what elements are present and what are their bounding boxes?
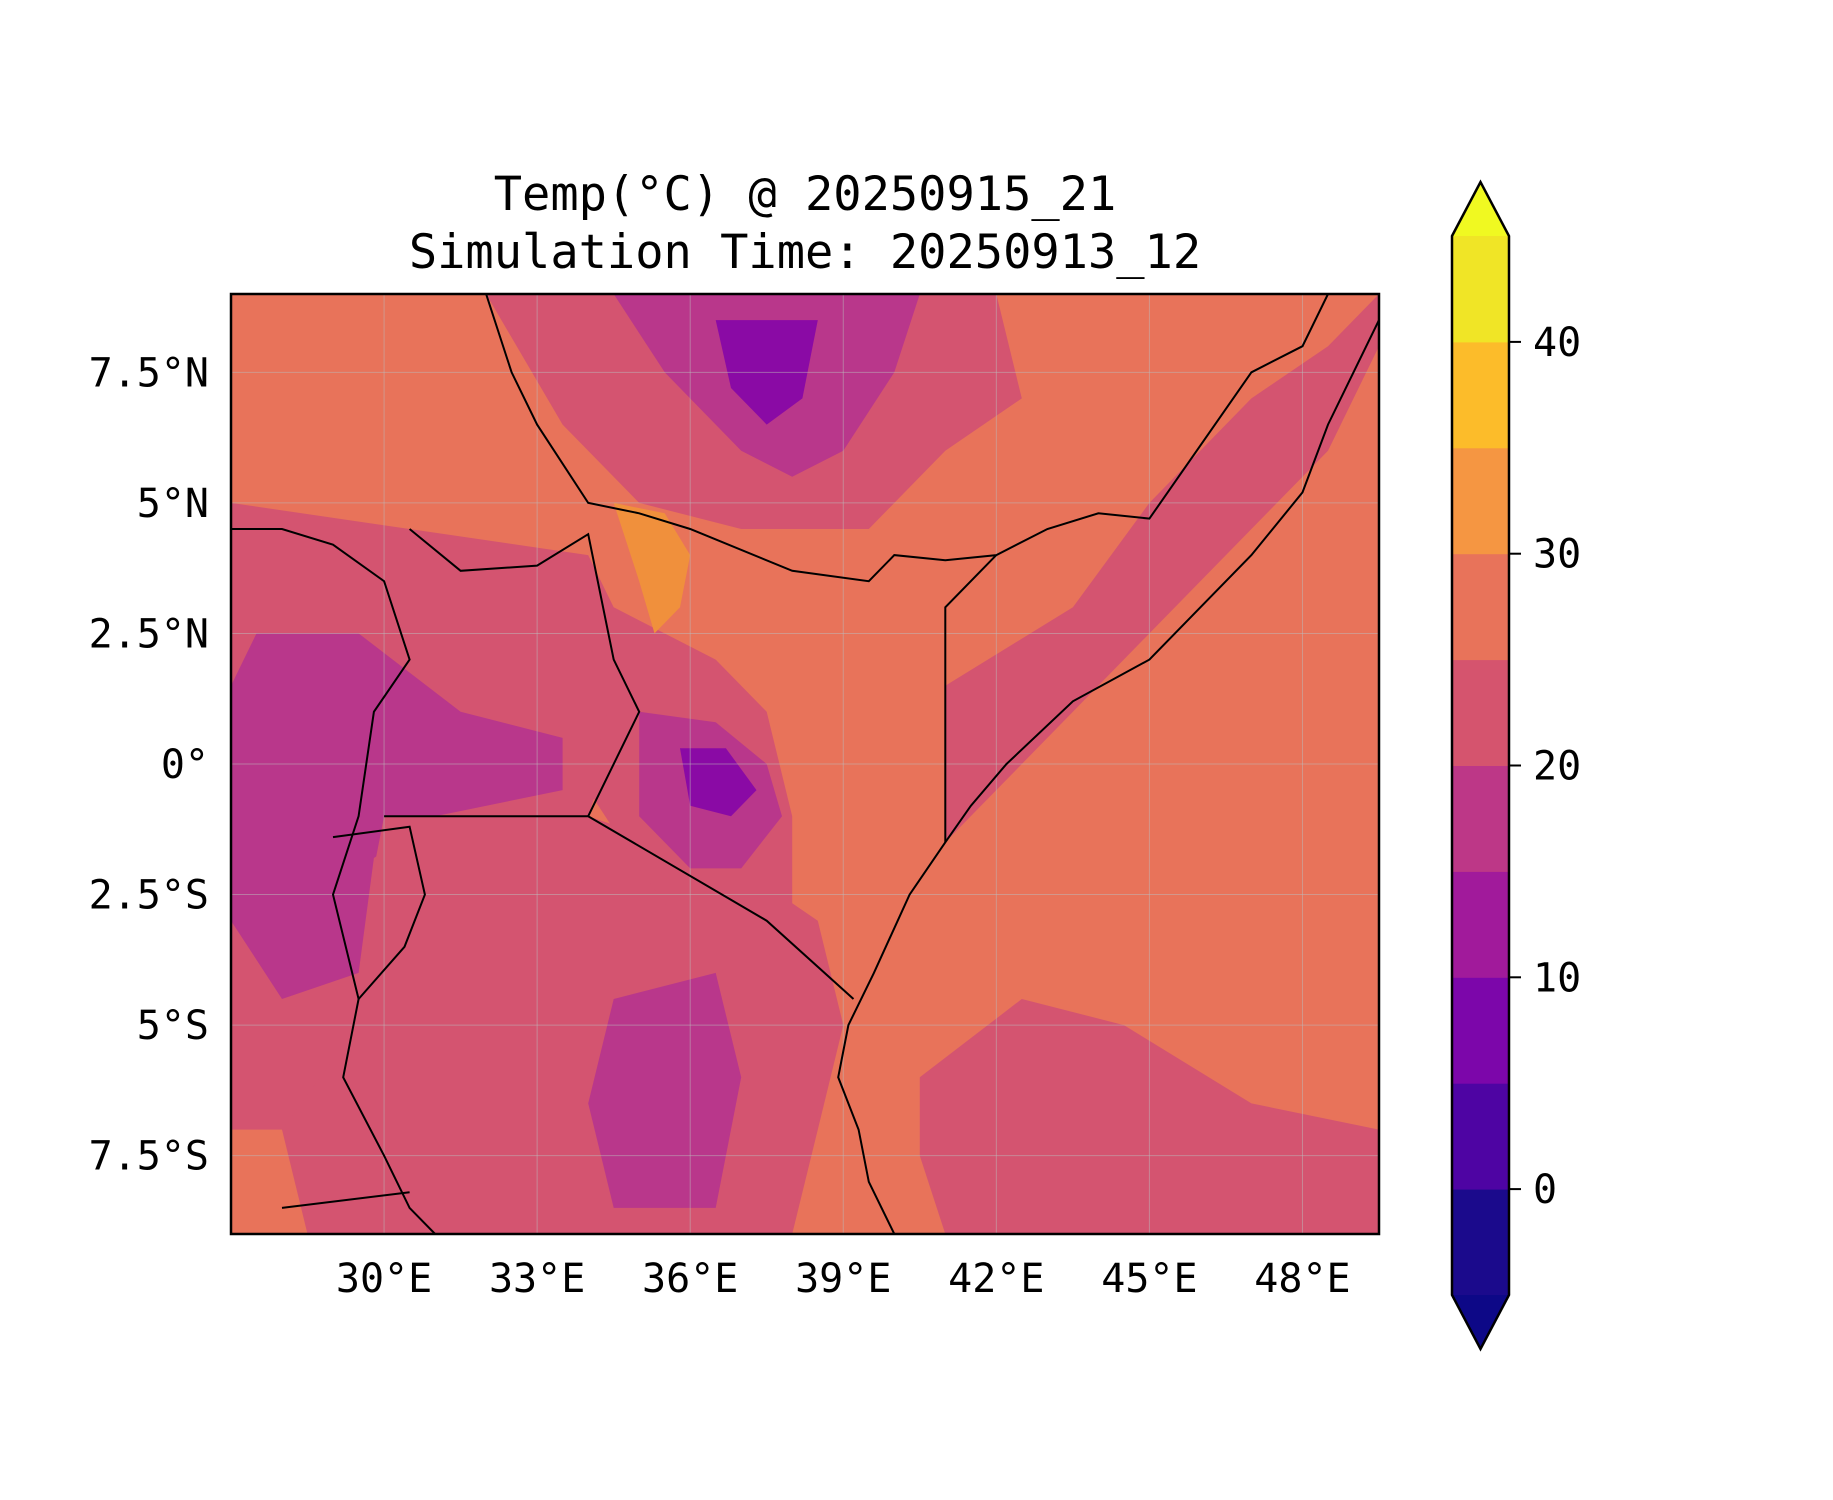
colorbar-segment <box>1452 871 1509 978</box>
lat-tick-label: 5°N <box>137 481 209 527</box>
map-area <box>229 292 1381 1236</box>
gridlines <box>231 294 1379 1234</box>
colorbar-segment <box>1452 447 1509 555</box>
temperature-region-somalia-coastal-strip-cool <box>945 294 1379 843</box>
lat-tick-label: 7.5°N <box>89 350 209 396</box>
country-border <box>944 554 998 843</box>
lat-tick-label: 7.5°S <box>89 1134 209 1180</box>
longitude-tick-labels: 30°E 33°E 36°E 39°E 42°E 45°E 48°E <box>336 1256 1351 1302</box>
lat-tick-label: 2.5°S <box>89 873 209 919</box>
chart-title-line1: Temp(°C) @ 20250915_21 <box>494 167 1117 222</box>
lat-tick-label: 2.5°N <box>89 611 209 657</box>
country-border <box>408 528 641 817</box>
lat-tick-label: 0° <box>161 742 209 788</box>
colorbar-over-extension <box>1452 182 1509 236</box>
country-border <box>384 815 855 1000</box>
temperature-region-kenya-highland-coldest <box>680 748 757 817</box>
colorbar-segment <box>1452 553 1509 661</box>
colorbar: 0 10 20 30 40 <box>1450 179 1581 1352</box>
lon-tick-label: 42°E <box>948 1256 1044 1302</box>
colorbar-segment <box>1452 341 1509 449</box>
colorbar-tick-label: 30 <box>1533 532 1581 578</box>
colorbar-segment <box>1452 236 1509 343</box>
temperature-region-tanzania-central-cooler <box>588 972 742 1208</box>
lon-tick-label: 33°E <box>489 1256 585 1302</box>
coastline-and-borders <box>231 294 1379 1234</box>
colorbar-outline <box>1450 179 1511 1352</box>
coastline <box>837 294 1379 1234</box>
country-border <box>281 1191 410 1209</box>
colorbar-segment <box>1452 1189 1509 1296</box>
colorbar-segment <box>1452 765 1509 872</box>
lon-tick-label: 30°E <box>336 1256 432 1302</box>
country-border <box>332 825 426 1000</box>
chart-title-line2: Simulation Time: 20250913_12 <box>409 225 1201 280</box>
colorbar-tick-label: 40 <box>1533 320 1581 366</box>
latitude-tick-labels: 7.5°N 5°N 2.5°N 0° 2.5°S 5°S 7.5°S <box>89 350 209 1179</box>
colorbar-tick-label: 10 <box>1533 955 1581 1001</box>
temperature-region-rift-valley-warm <box>613 502 691 634</box>
colorbar-under-extension <box>1452 1295 1509 1349</box>
country-border <box>231 528 436 1234</box>
country-border <box>485 294 1329 583</box>
colorbar-tick-label: 0 <box>1533 1167 1557 1213</box>
colorbar-tick-label: 20 <box>1533 744 1581 790</box>
lon-tick-label: 45°E <box>1101 1256 1197 1302</box>
map-frame <box>229 292 1381 1236</box>
colorbar-segment <box>1452 1083 1509 1190</box>
lat-tick-label: 5°S <box>137 1003 209 1049</box>
colorbar-segment <box>1452 659 1509 766</box>
lon-tick-label: 36°E <box>642 1256 738 1302</box>
lon-tick-label: 39°E <box>795 1256 891 1302</box>
lon-tick-label: 48°E <box>1254 1256 1350 1302</box>
colorbar-segment <box>1452 977 1509 1084</box>
